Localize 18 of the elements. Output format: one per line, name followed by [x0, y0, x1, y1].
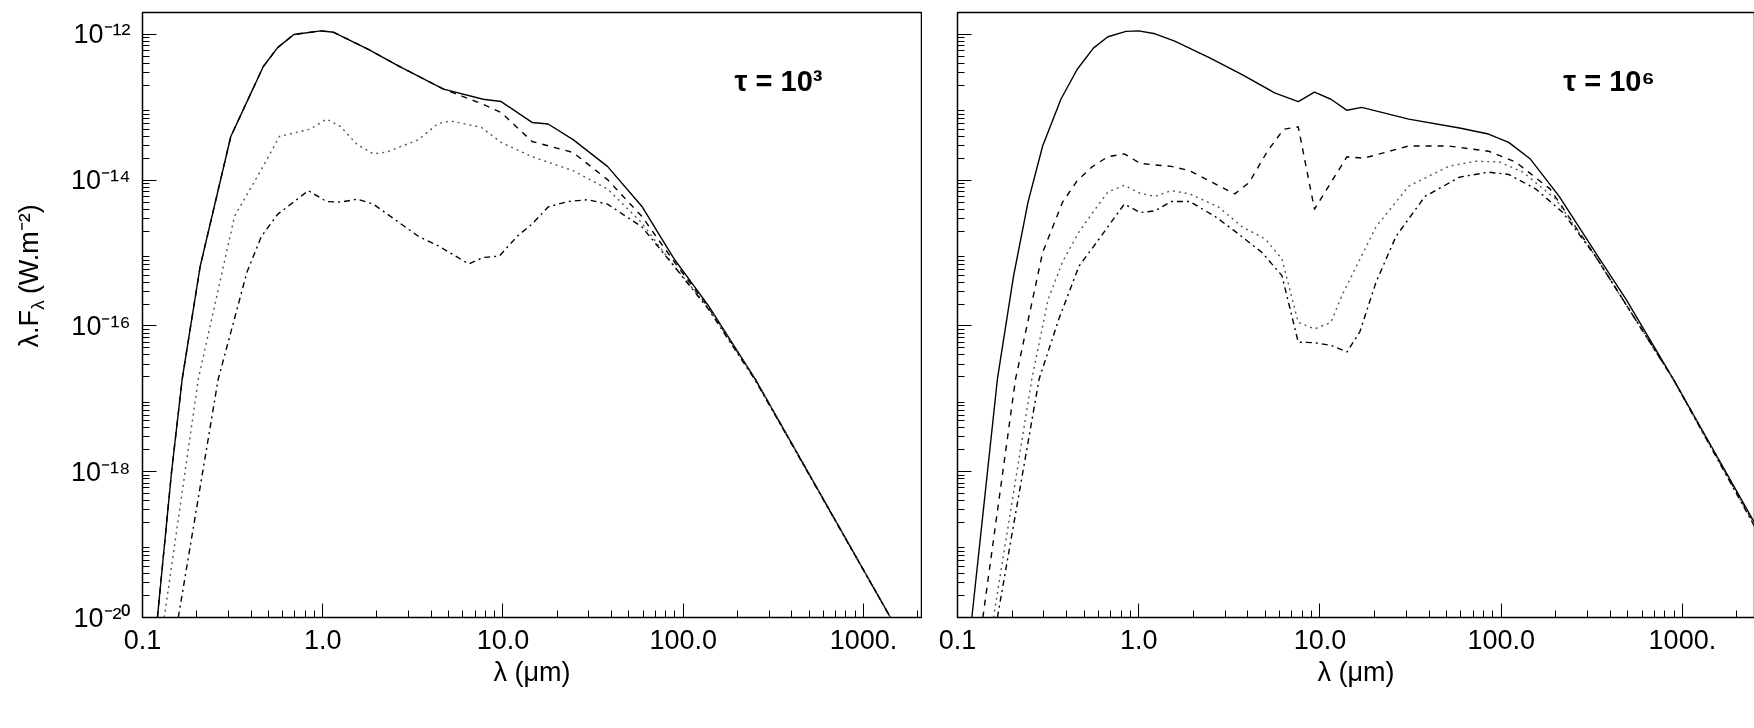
x-tick-label: 1000.: [829, 624, 898, 655]
x-tick-label: 10.0: [476, 624, 530, 655]
y-tick-label: 10⁻¹⁴: [70, 165, 131, 196]
x-tick-label: 1.0: [1119, 624, 1158, 655]
x-tick-label: 0.1: [938, 624, 977, 655]
x-tick-label: 1000.: [1648, 624, 1717, 655]
x-tick-label: 100.0: [1467, 624, 1535, 655]
annotation: τ = 10³: [734, 65, 823, 98]
x-tick-label: 10.0: [1293, 624, 1347, 655]
y-axis-title: λ.Fλ (W.m⁻²): [13, 204, 48, 348]
x-axis-title: λ (μm): [493, 656, 571, 687]
y-tick-label: 10⁻¹²: [73, 19, 131, 50]
y-tick-label: 10⁻¹⁶: [71, 310, 131, 341]
y-tick-label: 10⁻¹⁸: [71, 456, 131, 487]
x-tick-label: 1.0: [303, 624, 342, 655]
x-tick-label: 100.0: [649, 624, 717, 655]
x-axis-title: λ (μm): [1317, 656, 1395, 687]
annotation: τ = 10⁶: [1563, 65, 1655, 98]
